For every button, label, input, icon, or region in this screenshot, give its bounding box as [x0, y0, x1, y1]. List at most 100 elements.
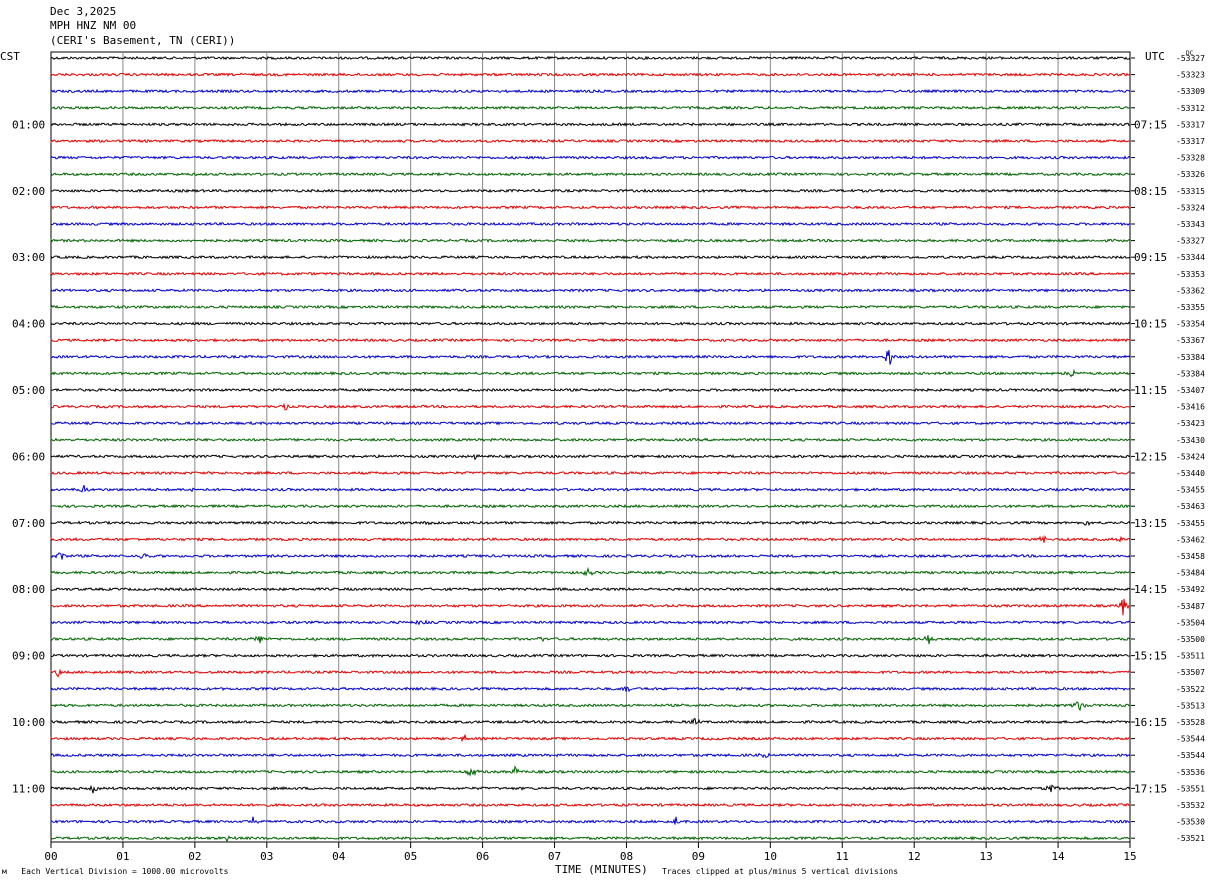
right-hour-label: 17:15 [1134, 782, 1167, 795]
dc-offset-label: -53528 [1176, 718, 1205, 727]
left-hour-label: 05:00 [12, 384, 45, 397]
trace-row [50, 802, 1131, 808]
dc-offset-label: -53407 [1176, 386, 1205, 395]
trace-row [50, 155, 1131, 160]
station-code: MPH HNZ NM 00 [50, 19, 137, 32]
dc-offset-label: -53327 [1176, 54, 1205, 63]
trace-row [50, 701, 1131, 712]
x-tick-label: 03 [260, 850, 273, 863]
dc-offset-label: -53551 [1176, 784, 1205, 793]
x-axis-label: TIME (MINUTES) [555, 863, 648, 876]
dc-offset-label: -53458 [1176, 552, 1205, 561]
dc-offset-label: -53532 [1176, 801, 1205, 810]
dc-offset-label: -53521 [1176, 834, 1205, 843]
trace-row [50, 287, 1131, 293]
dc-offset-label: -53504 [1176, 618, 1205, 627]
trace-row [50, 171, 1131, 177]
dc-offset-label: -53423 [1176, 419, 1205, 428]
dc-offset-label: -53326 [1176, 170, 1205, 179]
dc-offset-label: -53344 [1176, 253, 1205, 262]
x-tick-label: 12 [908, 850, 921, 863]
trace-row [50, 337, 1131, 343]
trace-layer [50, 55, 1131, 843]
trace-row [50, 271, 1131, 277]
dc-offset-label: -53463 [1176, 502, 1205, 511]
dc-offset-label: -53312 [1176, 104, 1205, 113]
trace-row [50, 552, 1131, 560]
dc-offset-label: -53492 [1176, 585, 1205, 594]
trace-row [50, 503, 1131, 509]
trace-row [50, 88, 1131, 94]
left-timezone-label: CST [0, 50, 20, 63]
trace-row [50, 835, 1131, 843]
right-hour-label: 08:15 [1134, 185, 1167, 198]
trace-row [50, 221, 1131, 227]
dc-offset-label: -53484 [1176, 569, 1205, 578]
dc-offset-label: -53507 [1176, 668, 1205, 677]
trace-row [50, 402, 1131, 411]
trace-row [50, 668, 1131, 678]
right-hour-label: 09:15 [1134, 251, 1167, 264]
right-hour-label: 12:15 [1134, 450, 1167, 463]
trace-row [50, 816, 1131, 825]
trace-row [50, 72, 1131, 77]
dc-offset-label: -53353 [1176, 270, 1205, 279]
dc-offset-label: -53511 [1176, 652, 1205, 661]
x-tick-label: 05 [404, 850, 417, 863]
trace-row [50, 586, 1131, 592]
dc-offset-label: -53544 [1176, 751, 1205, 760]
x-tick-label: 11 [836, 850, 849, 863]
dc-offset-label: -53324 [1176, 203, 1205, 212]
trace-row [50, 121, 1131, 127]
trace-row [50, 520, 1131, 527]
left-hour-label: 01:00 [12, 118, 45, 131]
x-tick-label: 10 [764, 850, 777, 863]
x-tick-label: 00 [44, 850, 57, 863]
clip-note: Traces clipped at plus/minus 5 vertical … [662, 867, 899, 876]
dc-offset-label: -53328 [1176, 154, 1205, 163]
plot-date: Dec 3,2025 [50, 5, 117, 18]
trace-row [50, 566, 1131, 577]
trace-row [50, 304, 1131, 310]
trace-row [50, 204, 1131, 210]
grid-layer [50, 51, 1135, 848]
trace-row [50, 598, 1131, 616]
left-hour-label: 07:00 [12, 517, 45, 530]
x-tick-label: 04 [332, 850, 346, 863]
trace-row [50, 105, 1131, 111]
left-hour-label: 10:00 [12, 716, 45, 729]
trace-row [50, 685, 1131, 693]
dc-offset-label: -53362 [1176, 286, 1205, 295]
trace-row [50, 765, 1131, 777]
dc-offset-label: -53455 [1176, 486, 1205, 495]
dc-offset-label: -53309 [1176, 87, 1205, 96]
trace-row [50, 470, 1131, 476]
trace-row [50, 254, 1131, 260]
plot-frame [50, 51, 1131, 843]
dc-offset-label: -53317 [1176, 137, 1205, 146]
trace-row [50, 437, 1131, 443]
trace-row [50, 484, 1131, 493]
dc-offset-label: -53384 [1176, 353, 1205, 362]
dc-offset-label: -53416 [1176, 403, 1205, 412]
trace-row [50, 653, 1131, 658]
right-hour-label: 07:15 [1134, 118, 1167, 131]
x-tick-label: 15 [1123, 850, 1136, 863]
x-tick-label: 07 [548, 850, 561, 863]
x-tick-label: 14 [1051, 850, 1065, 863]
trace-row [50, 237, 1131, 244]
dc-offset-label: -53536 [1176, 768, 1205, 777]
trace-row [50, 321, 1131, 326]
dc-offset-label: -53384 [1176, 369, 1205, 378]
scale-note-text: Each Vertical Division = 1000.00 microvo… [21, 867, 229, 876]
trace-row [50, 188, 1131, 194]
x-tick-label: 06 [476, 850, 489, 863]
trace-row [50, 453, 1131, 461]
left-hour-label: 11:00 [12, 782, 45, 795]
dc-offset-label: -53323 [1176, 71, 1205, 80]
dc-offset-label: -53462 [1176, 535, 1205, 544]
dc-offset-label: -53343 [1176, 220, 1205, 229]
dc-offset-header: DC [1186, 50, 1194, 57]
x-tick-label: 13 [980, 850, 993, 863]
